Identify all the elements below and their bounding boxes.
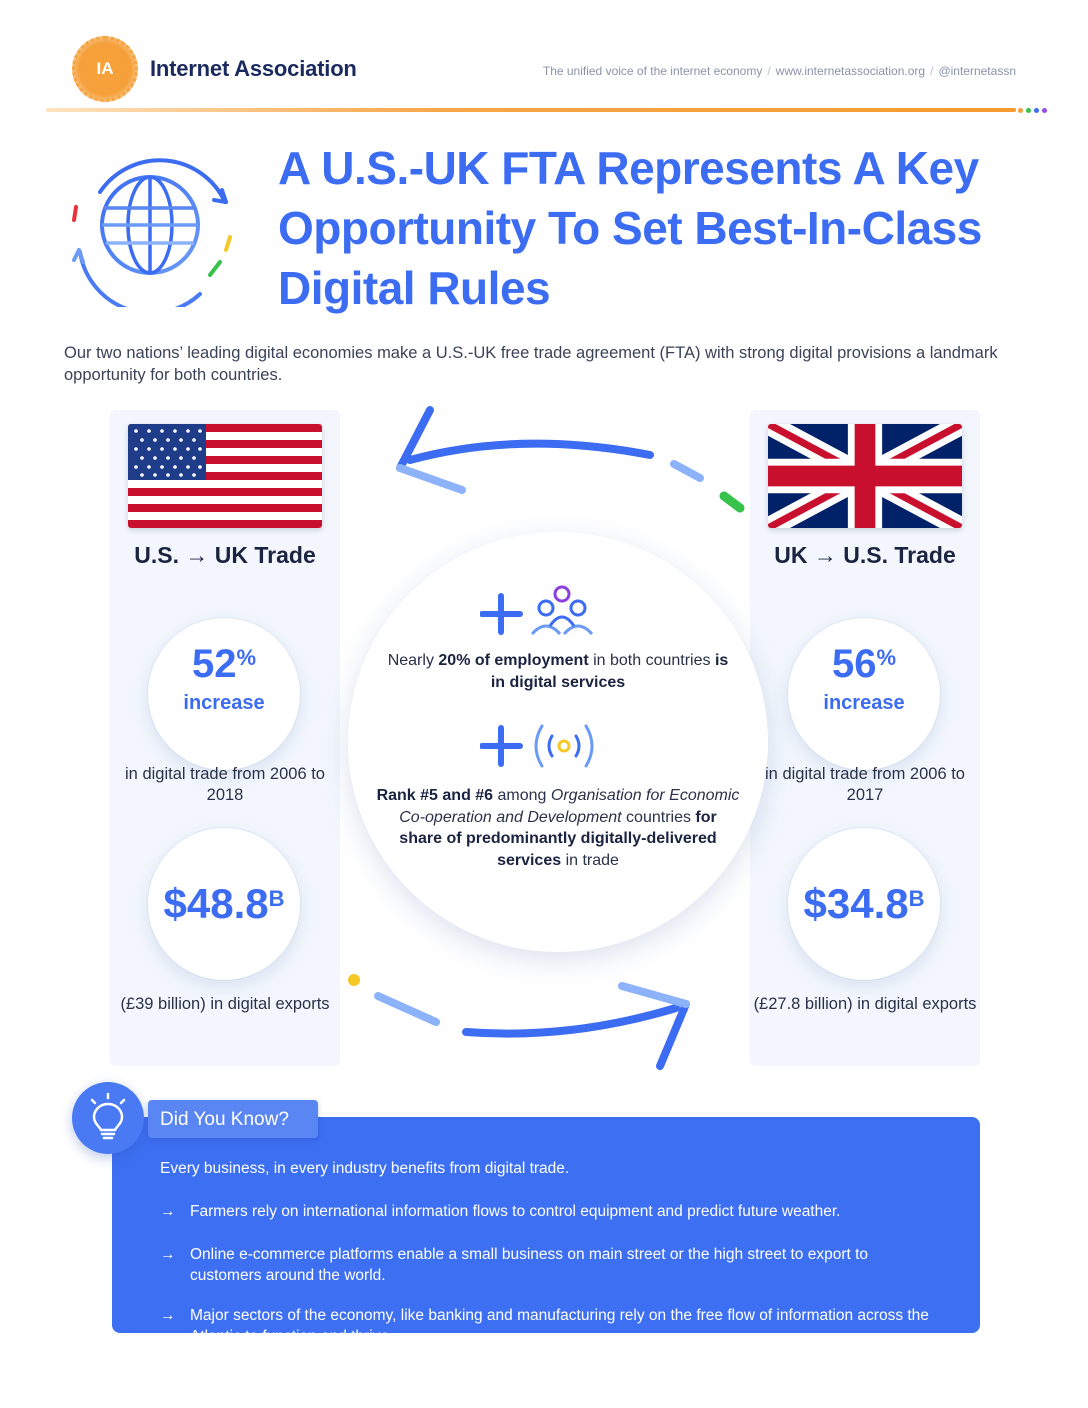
header-divider (46, 108, 1016, 112)
website-link[interactable]: www.internetassociation.org (775, 64, 926, 78)
uk-growth-note: in digital trade from 2006 to 2017 (765, 765, 965, 804)
list-item: → Farmers rely on international informat… (160, 1202, 940, 1223)
uk-exports-note: (£27.8 billion) in digital exports (753, 995, 977, 1013)
arrow-right-icon: → (160, 1307, 176, 1324)
separator: / (930, 64, 934, 78)
tagline-text: The unified voice of the internet econom… (542, 64, 763, 78)
us-growth-value: 52% (191, 642, 257, 686)
uk-exports-value: $34.8B (803, 880, 925, 927)
list-item: → Major sectors of the economy, like ban… (160, 1307, 929, 1345)
us-exports-stat: $48.8B (148, 828, 300, 980)
us-flag (128, 424, 322, 528)
uk-trade-panel: UK → U.S. Trade 56% increase in digital … (750, 410, 980, 1066)
us-trade-panel: U.S. → UK Trade 52% increase in digital … (110, 410, 340, 1066)
us-panel-heading: U.S. → UK Trade (134, 542, 316, 568)
social-handle[interactable]: @internetassn (938, 64, 1016, 78)
shared-facts-circle (348, 532, 768, 952)
arrow-right-icon: → (160, 1246, 176, 1263)
separator: / (767, 64, 771, 78)
arrow-right-icon: → (160, 1203, 176, 1220)
did-you-know-box (112, 1117, 980, 1333)
uk-growth-value: 56% (831, 642, 897, 686)
logo-initials: IA (96, 59, 114, 78)
us-exports-note: (£39 billion) in digital exports (120, 995, 330, 1013)
us-growth-label: increase (183, 692, 265, 714)
employment-fact: Nearly 20% of employment in both countri… (387, 652, 729, 691)
lightbulb-icon (90, 1092, 126, 1140)
uk-exports-stat: $34.8B (788, 828, 940, 980)
us-growth-stat: 52% increase (148, 618, 300, 770)
globe-icon (72, 158, 232, 307)
brand-name: Internet Association (150, 56, 357, 81)
did-you-know-heading: Did You Know? (148, 1100, 318, 1138)
signal-icon (480, 724, 594, 768)
intro-paragraph: Our two nations’ leading digital economi… (64, 344, 998, 384)
lightbulb-badge (72, 1082, 144, 1154)
uk-growth-label: increase (823, 692, 905, 714)
us-growth-note: in digital trade from 2006 to 2018 (125, 765, 325, 804)
us-exports-value: $48.8B (163, 880, 285, 927)
people-icon (480, 585, 594, 636)
oecd-rank-fact: Rank #5 and #6 among Organisation for Ec… (376, 787, 740, 869)
uk-growth-stat: 56% increase (788, 618, 940, 770)
uk-flag (768, 424, 962, 528)
did-you-know-lead: Every business, in every industry benefi… (160, 1160, 570, 1177)
list-item: → Online e-commerce platforms enable a s… (160, 1246, 869, 1284)
header-tagline: The unified voice of the internet econom… (543, 64, 1016, 78)
plus-icon (480, 725, 523, 767)
logo: IA (72, 36, 138, 102)
header-dots (1018, 108, 1047, 113)
plus-icon (480, 593, 523, 635)
page-title: A U.S.-UK FTA Represents A Key Opportuni… (278, 142, 982, 314)
uk-panel-heading: UK → U.S. Trade (774, 542, 956, 568)
